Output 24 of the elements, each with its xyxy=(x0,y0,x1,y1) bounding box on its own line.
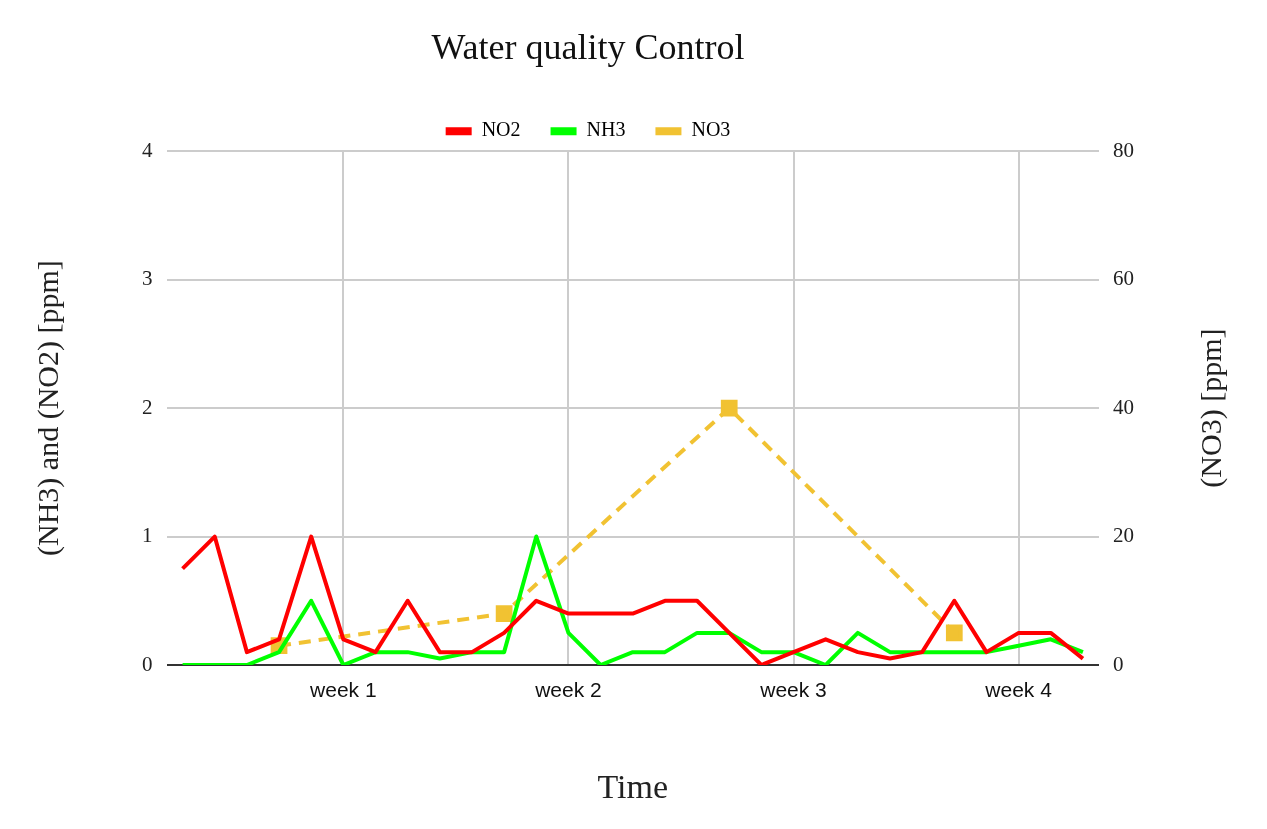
y2-tick-label: 0 xyxy=(1113,651,1124,676)
y2-axis-title: (NO3) [ppm] xyxy=(1193,328,1228,488)
y-tick-label: 2 xyxy=(142,394,153,419)
x-tick-label: week 3 xyxy=(759,678,827,702)
x-tick-label: week 1 xyxy=(309,678,377,702)
point xyxy=(720,399,738,417)
legend-label: NO3 xyxy=(691,118,731,141)
x-tick-label: week 2 xyxy=(534,678,602,702)
point xyxy=(495,605,513,622)
y2-tick-label: 80 xyxy=(1113,137,1134,162)
legend-label: NH3 xyxy=(586,118,626,141)
x-tick-label: week 4 xyxy=(984,678,1053,702)
chart-title: Water quality Control xyxy=(431,27,745,68)
y2-tick-label: 40 xyxy=(1113,394,1134,419)
y2-tick-label: 20 xyxy=(1113,523,1134,548)
y-axis-title: (NH3) and (NO2) [ppm] xyxy=(30,260,65,556)
y-tick-label: 0 xyxy=(142,651,153,676)
y2-tick-label: 60 xyxy=(1113,266,1134,291)
x-axis-title: Time xyxy=(597,767,669,805)
y-tick-label: 3 xyxy=(142,266,153,291)
y-tick-label: 1 xyxy=(142,523,153,548)
y-tick-label: 4 xyxy=(142,137,153,162)
legend-label: NO2 xyxy=(481,118,521,141)
point xyxy=(945,624,963,642)
